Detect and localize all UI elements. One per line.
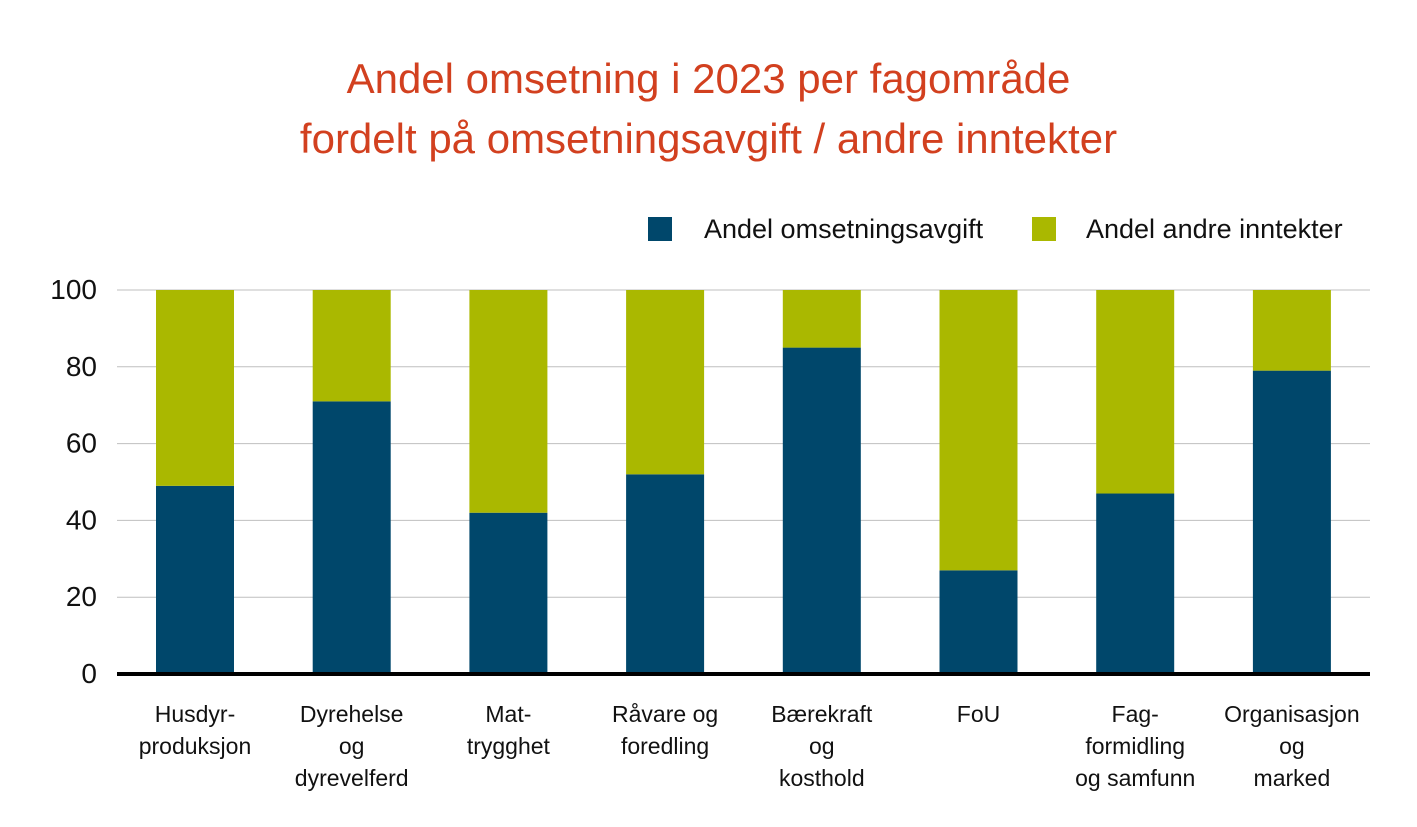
- gridlines: [117, 289, 1370, 598]
- bar-omsetningsavgift-0: [156, 485, 234, 674]
- chart-title-line-2: fordelt på omsetningsavgift / andre innt…: [299, 115, 1118, 162]
- bar-omsetningsavgift-2: [469, 512, 548, 674]
- bar-omsetningsavgift-1: [312, 401, 391, 674]
- x-tick-label-5: FoU: [957, 701, 1000, 727]
- y-tick-label-0: 0: [81, 658, 97, 689]
- bar-andre-inntekter-5: [939, 290, 1018, 571]
- x-tick-label-2: Mat-trygghet: [467, 701, 551, 759]
- y-tick-label-40: 40: [66, 504, 97, 535]
- x-axis-labels: Husdyr-produksjon Dyrehelse og dyrevelferd M…: [139, 701, 1360, 791]
- x-tick-label-0: Husdyr-produksjon: [139, 701, 252, 759]
- bar-andre-inntekter-0: [156, 290, 234, 486]
- chart-title-line-1: Andel omsetning i 2023 per fagområde: [346, 55, 1071, 102]
- y-axis-ticks: 0 20 40 60 80 100: [50, 274, 97, 689]
- bar-omsetningsavgift-5: [939, 570, 1018, 674]
- x-tick-label-1: Dyrehelse og dyrevelferd: [295, 701, 409, 791]
- x-tick-label-3: Råvare og foredling: [612, 701, 718, 759]
- bar-omsetningsavgift-6: [1096, 493, 1175, 674]
- bar-andre-inntekter-2: [469, 290, 548, 513]
- bar-andre-inntekter-1: [312, 290, 391, 402]
- y-tick-label-80: 80: [66, 351, 97, 382]
- bar-omsetningsavgift-4: [782, 347, 861, 674]
- bar-andre-inntekter-6: [1096, 290, 1175, 494]
- bars: [156, 290, 1331, 674]
- legend-label-0: Andel omsetningsavgift: [704, 214, 984, 244]
- x-tick-label-4: Bærekraft og kosthold: [771, 701, 873, 791]
- bar-omsetningsavgift-7: [1252, 370, 1331, 674]
- legend-swatch-1: [1032, 217, 1056, 241]
- bar-andre-inntekter-4: [782, 290, 861, 348]
- chart-legend: Andel omsetningsavgift Andel andre inntek…: [648, 214, 1343, 244]
- legend-label-1: Andel andre inntekter: [1086, 214, 1343, 244]
- y-tick-label-20: 20: [66, 581, 97, 612]
- x-tick-label-7: Organisasjon og marked: [1224, 701, 1360, 791]
- y-tick-label-100: 100: [50, 274, 97, 305]
- x-tick-label-6: Fag-formidling og samfunn: [1075, 701, 1195, 791]
- y-tick-label-60: 60: [66, 428, 97, 459]
- bar-andre-inntekter-3: [626, 290, 705, 475]
- bar-andre-inntekter-7: [1252, 290, 1331, 371]
- legend-swatch-0: [648, 217, 672, 241]
- bar-omsetningsavgift-3: [626, 474, 705, 674]
